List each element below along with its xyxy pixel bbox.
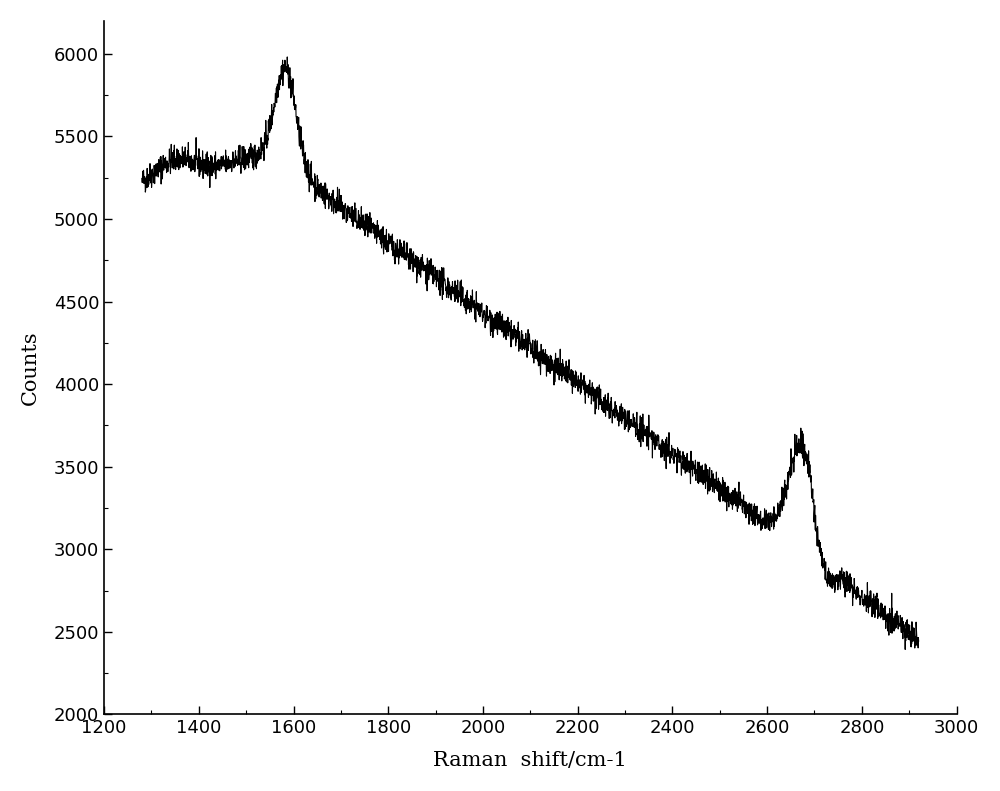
- Y-axis label: Counts: Counts: [21, 331, 40, 405]
- X-axis label: Raman  shift/cm-1: Raman shift/cm-1: [433, 751, 627, 770]
